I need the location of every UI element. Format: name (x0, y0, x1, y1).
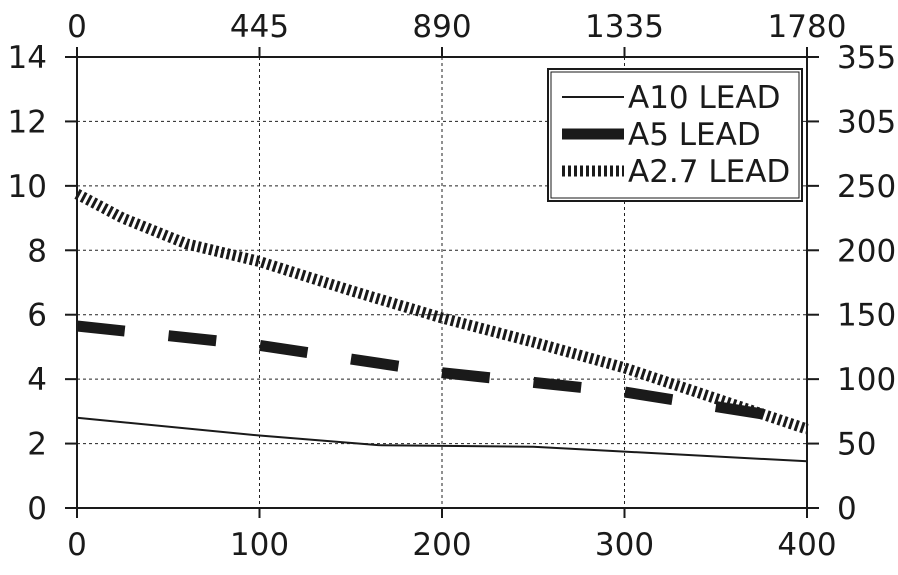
y-left-tick-label: 2 (27, 427, 47, 463)
x-top-tick-label: 1780 (768, 9, 847, 45)
x-top-tick-label: 445 (230, 9, 289, 45)
x-top-tick-label: 1335 (585, 9, 664, 45)
legend-inner-border (550, 71, 800, 199)
y-left-tick-label: 10 (8, 169, 47, 205)
y-left-tick-label: 4 (27, 362, 47, 398)
legend-label-2: A2.7 LEAD (628, 154, 790, 190)
y-right-tick-label: 50 (837, 427, 876, 463)
y-right-tick-label: 0 (837, 491, 857, 527)
y-right-tick-label: 305 (837, 104, 896, 140)
y-right-tick-label: 355 (837, 40, 896, 76)
x-bottom-tick-label: 400 (777, 527, 836, 563)
legend-label-1: A5 LEAD (628, 117, 761, 153)
x-bottom-tick-label: 200 (412, 527, 471, 563)
y-right-tick-label: 250 (837, 169, 896, 205)
x-bottom-tick-label: 100 (230, 527, 289, 563)
y-left-tick-label: 14 (8, 40, 47, 76)
series-line-0 (76, 416, 808, 463)
y-right-tick-label: 100 (837, 362, 896, 398)
y-right-tick-label: 150 (837, 298, 896, 334)
series-line-2 (74, 189, 809, 435)
x-top-tick-label: 0 (67, 9, 87, 45)
y-left-tick-label: 0 (27, 491, 47, 527)
series-lines (74, 189, 809, 463)
y-left-tick-label: 6 (27, 298, 47, 334)
x-top-tick-label: 890 (412, 9, 471, 45)
y-right-tick-label: 200 (837, 233, 896, 269)
legend-label-0: A10 LEAD (628, 80, 780, 116)
x-bottom-tick-label: 300 (595, 527, 654, 563)
series-line-1 (76, 320, 808, 427)
x-bottom-tick-label: 0 (67, 527, 87, 563)
y-left-tick-label: 12 (8, 104, 47, 140)
y-left-tick-label: 8 (27, 233, 47, 269)
